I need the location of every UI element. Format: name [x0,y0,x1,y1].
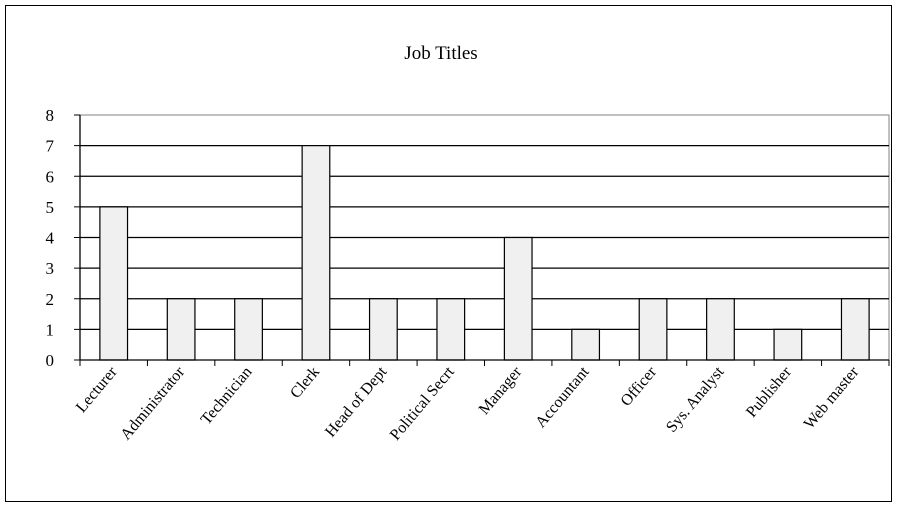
x-tick-label: Administrator [117,363,188,443]
bar [234,298,263,361]
y-tick-label: 2 [46,290,55,309]
y-tick-label: 0 [46,351,55,370]
gridlines [80,144,889,331]
bar [301,145,331,361]
x-tick-label: Lecturer [73,363,121,416]
chart-title: Job Titles [404,43,477,64]
bar [99,206,129,361]
x-tick-label: Web master [801,363,863,432]
bar [436,298,466,361]
x-tick-label: Publisher [743,363,795,421]
x-tick-label: Technician [198,364,256,429]
x-tick-label: Clerk [287,364,323,402]
bar [706,298,735,361]
y-tick-label: 5 [46,198,55,217]
y-tick-label: 3 [46,259,55,278]
x-tick-label: Political Secrt [387,363,458,443]
bar [166,298,196,361]
y-tick-label: 1 [46,320,55,339]
x-tick-label: Head of Dept [322,363,391,440]
axes [74,114,890,366]
bar [368,298,398,361]
bar [503,236,533,361]
y-tick-label: 7 [46,137,55,156]
bar [571,328,601,361]
x-tick-label: Officer [618,363,661,410]
chart-frame [5,5,892,502]
bar [840,298,870,361]
y-tick-label: 8 [46,106,55,125]
bars [99,145,870,361]
y-tick-labels: 0 1 2 3 4 5 6 7 8 [46,106,55,370]
x-tick-label: Manager [476,363,526,418]
x-tick-label: Accountant [532,363,593,431]
y-tick-label: 4 [46,229,55,248]
bar [773,328,803,361]
y-tick-label: 6 [46,167,55,186]
x-tick-label: Sys. Analyst [663,363,728,436]
bar [638,298,668,361]
